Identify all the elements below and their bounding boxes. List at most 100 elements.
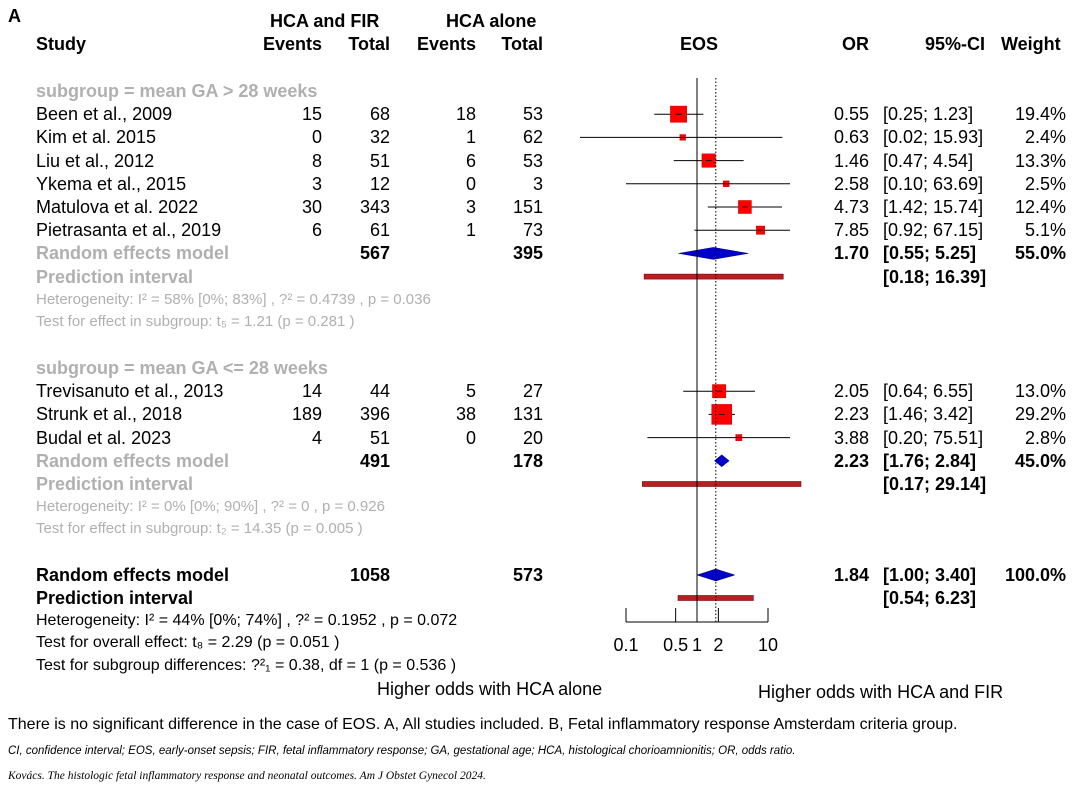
- study-events-2: 3: [465, 197, 476, 217]
- study-ci: [0.64; 6.55]: [883, 381, 974, 402]
- study-ci: [0.25; 1.23]: [883, 104, 974, 125]
- study-total-1: 51: [369, 150, 390, 171]
- study-name: Strunk et al., 2018: [36, 404, 183, 425]
- random-effects-label: Random effects model: [36, 450, 230, 471]
- study-name: Trevisanuto et al., 2013: [36, 381, 224, 402]
- random-effects-label: Random effects model: [36, 243, 230, 264]
- x-tick-label: 0.5: [663, 635, 689, 655]
- study-events-2: 38: [455, 404, 476, 425]
- header-outcome: EOS: [680, 34, 719, 54]
- random-or: 1.84: [833, 565, 869, 585]
- study-total-2: 131: [512, 404, 543, 425]
- study-or: 2.05: [833, 381, 869, 402]
- study-name: Pietrasanta et al., 2019: [36, 220, 222, 241]
- forest-plot-svg: [580, 78, 802, 623]
- overall-heterogeneity: Heterogeneity: I² = 44% [0%; 74%] , ?² =…: [36, 612, 458, 629]
- random-weight: 100.0%: [1004, 565, 1066, 585]
- prediction-ci: [0.18; 16.39]: [883, 266, 987, 287]
- subgroup-effect-test: Test for effect in subgroup: t₅ = 1.21 (…: [36, 313, 355, 330]
- study-weight: 2.4%: [1024, 127, 1066, 148]
- random-total-2: 395: [512, 243, 543, 264]
- study-total-2: 53: [522, 104, 543, 125]
- study-events-1: 8: [311, 150, 322, 171]
- study-total-2: 3: [532, 173, 543, 194]
- study-events-2: 0: [465, 173, 476, 194]
- header-or: OR: [842, 34, 869, 54]
- header-events-1: Events: [262, 34, 322, 54]
- prediction-ci: [0.17; 29.14]: [883, 474, 987, 494]
- header-total-1: Total: [348, 34, 390, 54]
- study-events-1: 15: [301, 104, 322, 125]
- x-tick-label: 10: [757, 635, 779, 655]
- study-or: 0.63: [833, 127, 869, 148]
- study-events-1: 14: [301, 381, 322, 402]
- study-events-2: 0: [465, 427, 476, 448]
- study-total-2: 53: [522, 150, 543, 171]
- study-total-1: 32: [369, 127, 390, 148]
- study-total-2: 73: [522, 220, 543, 241]
- figure-abbreviations: CI, confidence interval; EOS, early-onse…: [8, 745, 796, 757]
- study-total-1: 12: [369, 173, 390, 194]
- study-or: 2.58: [833, 173, 869, 194]
- study-weight: 13.0%: [1014, 381, 1066, 402]
- random-total-1: 491: [359, 450, 390, 471]
- figure-citation: Kovács. The histologic fetal inflammator…: [8, 770, 486, 782]
- study-or: 7.85: [833, 220, 869, 241]
- random-or: 1.70: [833, 243, 869, 264]
- right-direction-label: Higher odds with HCA and FIR: [758, 682, 1004, 702]
- header-events-2: Events: [416, 34, 476, 54]
- study-events-1: 189: [291, 404, 322, 425]
- prediction-interval-bar: [643, 273, 784, 280]
- study-events-2: 1: [465, 127, 476, 148]
- random-total-1: 1058: [349, 565, 390, 585]
- study-ci: [0.20; 75.51]: [883, 427, 984, 448]
- study-total-1: 61: [369, 220, 390, 241]
- study-or: 2.23: [833, 404, 869, 425]
- subgroup-title: subgroup = mean GA > 28 weeks: [36, 81, 318, 101]
- study-total-1: 396: [359, 404, 390, 425]
- random-total-2: 573: [512, 565, 543, 585]
- header-weight: Weight: [1001, 34, 1061, 54]
- study-events-2: 6: [465, 150, 476, 171]
- prediction-ci: [0.54; 6.23]: [883, 588, 977, 608]
- study-events-1: 3: [311, 173, 322, 194]
- study-weight: 2.8%: [1024, 427, 1066, 448]
- random-weight: 55.0%: [1014, 243, 1066, 264]
- random-ci: [1.00; 3.40]: [883, 565, 977, 585]
- random-effects-label: Random effects model: [36, 565, 230, 585]
- study-name: Been et al., 2009: [36, 104, 173, 125]
- study-name: Matulova et al. 2022: [36, 197, 199, 217]
- prediction-interval-label: Prediction interval: [36, 266, 194, 287]
- study-total-2: 20: [522, 427, 543, 448]
- study-events-2: 18: [455, 104, 476, 125]
- header-group1: HCA and FIR: [270, 11, 380, 31]
- prediction-interval-bar: [642, 481, 802, 487]
- study-or: 3.88: [833, 427, 869, 448]
- study-ci: [0.92; 67.15]: [883, 220, 984, 241]
- random-weight: 45.0%: [1014, 450, 1066, 471]
- study-weight: 29.2%: [1014, 404, 1066, 425]
- study-weight: 2.5%: [1024, 173, 1066, 194]
- random-or: 2.23: [833, 450, 869, 471]
- study-events-1: 0: [311, 127, 322, 148]
- study-name: Liu et al., 2012: [36, 150, 155, 171]
- study-weight: 19.4%: [1014, 104, 1066, 125]
- x-tick-label: 0.1: [613, 635, 639, 655]
- study-total-1: 51: [369, 427, 390, 448]
- study-total-1: 343: [359, 197, 390, 217]
- study-ci: [0.10; 63.69]: [883, 173, 984, 194]
- forest-plot-figure: A HCA and FIR HCA alone Study Events Total Eve…: [8, 7, 1066, 702]
- study-ci: [0.02; 15.93]: [883, 127, 984, 148]
- study-total-1: 68: [369, 104, 390, 125]
- study-total-2: 27: [522, 381, 543, 402]
- subgroup-effect-test: Test for effect in subgroup: t₂ = 14.35 …: [36, 520, 363, 538]
- study-total-1: 44: [369, 381, 390, 402]
- random-ci: [1.76; 2.84]: [883, 450, 977, 471]
- study-events-1: 30: [301, 197, 322, 217]
- random-ci: [0.55; 5.25]: [883, 243, 977, 264]
- study-ci: [1.46; 3.42]: [883, 404, 974, 425]
- left-direction-label: Higher odds with HCA alone: [377, 679, 603, 699]
- subgroup-title: subgroup = mean GA <= 28 weeks: [36, 358, 328, 378]
- prediction-interval-label: Prediction interval: [36, 474, 194, 494]
- study-total-2: 151: [512, 197, 543, 217]
